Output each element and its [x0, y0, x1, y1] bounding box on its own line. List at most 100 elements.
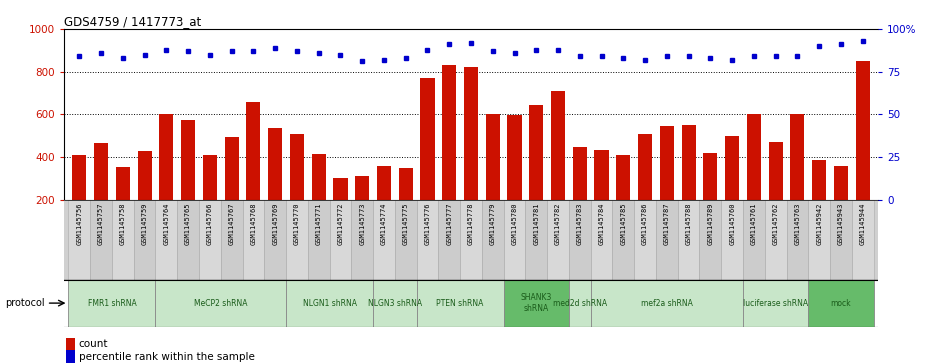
Text: GSM1145771: GSM1145771 [316, 202, 321, 245]
Bar [155, 280, 286, 327]
Bar [416, 200, 438, 280]
Text: GSM1145759: GSM1145759 [141, 202, 148, 245]
Text: luciferase shRNA: luciferase shRNA [743, 299, 808, 307]
Text: GSM1145781: GSM1145781 [533, 202, 539, 245]
Text: count: count [79, 339, 108, 349]
Text: med2d shRNA: med2d shRNA [553, 299, 607, 307]
Bar [547, 200, 569, 280]
Bar [438, 200, 460, 280]
Text: GSM1145764: GSM1145764 [163, 202, 170, 245]
Text: GSM1145760: GSM1145760 [729, 202, 735, 245]
Text: GSM1145789: GSM1145789 [707, 202, 713, 245]
Bar [308, 200, 330, 280]
Bar [355, 176, 369, 242]
Bar [112, 200, 134, 280]
Bar [395, 200, 416, 280]
Bar [482, 200, 504, 280]
Bar [812, 160, 826, 242]
Bar [330, 200, 351, 280]
Bar [134, 200, 155, 280]
Text: GSM1145758: GSM1145758 [120, 202, 126, 245]
Bar [73, 155, 87, 242]
Text: GSM1145775: GSM1145775 [403, 202, 409, 245]
Text: GSM1145766: GSM1145766 [207, 202, 213, 245]
Bar [656, 200, 677, 280]
Bar [790, 114, 804, 242]
Bar [504, 200, 526, 280]
Text: GSM1145776: GSM1145776 [425, 202, 430, 245]
Bar [203, 155, 217, 242]
Text: GSM1145943: GSM1145943 [838, 202, 844, 245]
Text: MeCP2 shRNA: MeCP2 shRNA [194, 299, 248, 307]
Bar [526, 200, 547, 280]
Text: GSM1145756: GSM1145756 [76, 202, 82, 245]
Bar [634, 200, 656, 280]
Text: GSM1145774: GSM1145774 [381, 202, 387, 245]
Bar [265, 200, 286, 280]
Text: GSM1145762: GSM1145762 [772, 202, 779, 245]
Bar [573, 147, 587, 242]
Bar [312, 154, 326, 242]
Bar [69, 280, 155, 327]
Bar [700, 200, 722, 280]
Bar [116, 167, 130, 242]
Bar [725, 136, 739, 242]
Bar [94, 143, 108, 242]
Bar [765, 200, 787, 280]
Text: PTEN shRNA: PTEN shRNA [436, 299, 484, 307]
Bar [224, 137, 238, 242]
Bar [181, 120, 195, 242]
Bar [722, 200, 743, 280]
Bar [420, 78, 434, 242]
Bar [155, 200, 177, 280]
Bar [594, 150, 609, 242]
Bar [769, 142, 783, 242]
Bar [808, 280, 873, 327]
Bar [852, 200, 873, 280]
Bar [246, 102, 260, 242]
Text: SHANK3
shRNA: SHANK3 shRNA [521, 293, 552, 313]
Text: GSM1145767: GSM1145767 [229, 202, 235, 245]
Bar [460, 200, 482, 280]
Bar [616, 155, 630, 242]
Bar [591, 280, 743, 327]
Bar [463, 68, 479, 242]
Text: GSM1145783: GSM1145783 [577, 202, 583, 245]
Bar [529, 105, 544, 242]
Bar [508, 115, 522, 242]
Text: FMR1 shRNA: FMR1 shRNA [88, 299, 137, 307]
Text: GSM1145772: GSM1145772 [337, 202, 344, 245]
Bar [67, 350, 75, 363]
Bar [268, 128, 283, 242]
Bar [682, 125, 696, 242]
Bar [747, 114, 761, 242]
Bar [199, 200, 220, 280]
Bar [90, 200, 112, 280]
Bar [704, 153, 718, 242]
Text: GSM1145785: GSM1145785 [621, 202, 626, 245]
Bar [286, 280, 373, 327]
Bar [743, 200, 765, 280]
Bar [220, 200, 242, 280]
Text: percentile rank within the sample: percentile rank within the sample [79, 352, 254, 362]
Text: GSM1145942: GSM1145942 [816, 202, 822, 245]
Bar [504, 280, 569, 327]
Text: GSM1145787: GSM1145787 [664, 202, 670, 245]
Text: GSM1145768: GSM1145768 [251, 202, 256, 245]
Bar [69, 200, 90, 280]
Bar [486, 114, 500, 242]
Text: GSM1145765: GSM1145765 [185, 202, 191, 245]
Text: GSM1145769: GSM1145769 [272, 202, 278, 245]
Text: GSM1145780: GSM1145780 [512, 202, 517, 245]
Bar [659, 126, 674, 242]
Bar [569, 280, 591, 327]
Bar [242, 200, 265, 280]
Bar [290, 134, 304, 242]
Bar [834, 166, 848, 242]
Bar [373, 200, 395, 280]
Text: GSM1145777: GSM1145777 [447, 202, 452, 245]
Text: GSM1145778: GSM1145778 [468, 202, 474, 245]
Bar [177, 200, 199, 280]
Text: GSM1145773: GSM1145773 [359, 202, 365, 245]
Bar [373, 280, 416, 327]
